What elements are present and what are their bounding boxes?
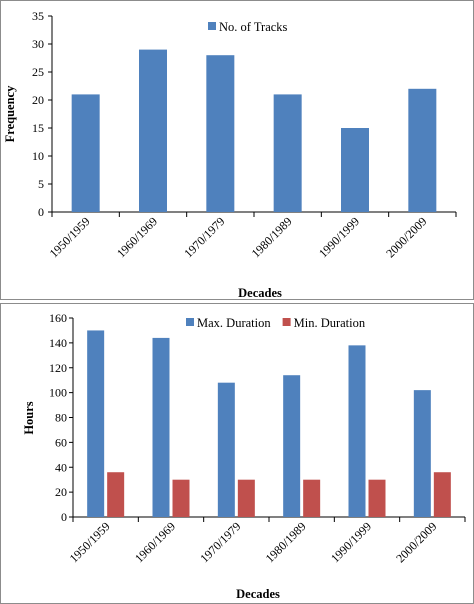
- bottom-legend-label: Min. Duration: [294, 316, 366, 330]
- bottom-x-axis-title: Decades: [236, 587, 280, 601]
- top-bar-no-of-tracks: [71, 94, 100, 212]
- bottom-legend-swatch: [186, 318, 194, 326]
- top-bar-no-of-tracks: [139, 49, 167, 212]
- bottom-bar-max-duration: [217, 382, 235, 517]
- bottom-bar-min-duration: [303, 479, 321, 517]
- bottom-y-tick-label: 140: [49, 336, 67, 350]
- top-chart-border: [0, 0, 474, 300]
- bottom-bar-max-duration: [413, 390, 431, 517]
- tracks-chart: Frequency Decades 051015202530351950/195…: [3, 9, 457, 300]
- bottom-y-tick-label: 0: [61, 510, 67, 524]
- top-y-tick-label: 25: [32, 65, 44, 79]
- top-bar-no-of-tracks: [206, 55, 235, 213]
- top-y-tick-label: 0: [38, 205, 44, 219]
- bottom-y-axis-title: Hours: [22, 401, 36, 434]
- top-y-tick-label: 30: [32, 37, 44, 51]
- bottom-bar-min-duration: [172, 479, 190, 517]
- bottom-y-tick-label: 100: [49, 386, 67, 400]
- top-legend-swatch: [208, 22, 216, 30]
- bottom-bar-max-duration: [348, 345, 366, 517]
- bottom-bar-min-duration: [368, 479, 386, 517]
- bottom-y-tick-label: 20: [55, 485, 67, 499]
- bottom-bar-min-duration: [237, 479, 255, 517]
- bottom-y-tick-label: 120: [49, 361, 67, 375]
- top-legend-label: No. of Tracks: [219, 20, 288, 34]
- bottom-bar-min-duration: [107, 472, 125, 517]
- top-y-tick-label: 5: [38, 177, 44, 191]
- bottom-y-tick-label: 160: [49, 311, 67, 325]
- bottom-y-tick-label: 60: [55, 435, 67, 449]
- bottom-y-tick-label: 80: [55, 411, 67, 425]
- bottom-bar-min-duration: [433, 472, 451, 517]
- bottom-bar-max-duration: [283, 375, 301, 517]
- top-bar-no-of-tracks: [273, 94, 302, 212]
- top-y-tick-label: 15: [32, 121, 44, 135]
- bottom-legend-label: Max. Duration: [197, 316, 271, 330]
- bottom-chart-border: [0, 303, 474, 604]
- top-y-axis-title: Frequency: [3, 85, 17, 142]
- bottom-bar-max-duration: [152, 337, 170, 517]
- top-y-tick-label: 35: [32, 9, 44, 23]
- bottom-y-tick-label: 40: [55, 460, 67, 474]
- top-x-axis-title: Decades: [238, 286, 282, 300]
- top-bar-no-of-tracks: [341, 128, 369, 212]
- top-y-tick-label: 10: [32, 149, 44, 163]
- bottom-legend-swatch: [282, 318, 291, 326]
- top-bar-no-of-tracks: [408, 88, 437, 212]
- bottom-bar-max-duration: [87, 330, 105, 517]
- top-y-tick-label: 20: [32, 93, 44, 107]
